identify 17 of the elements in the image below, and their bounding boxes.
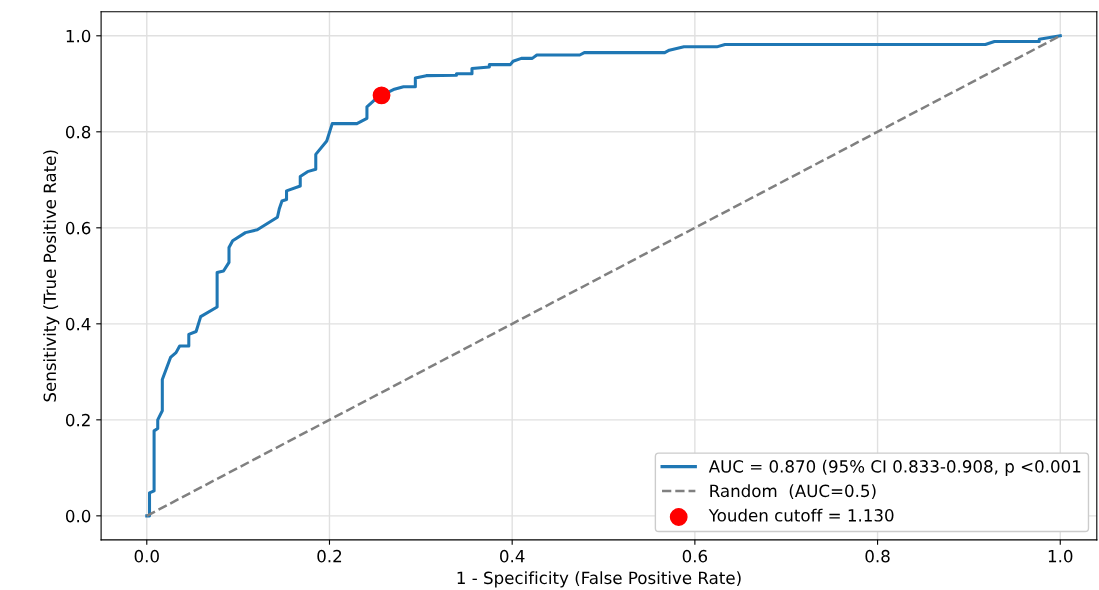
y-tick-label: 0.8 <box>65 125 91 139</box>
y-tick-label: 0.6 <box>65 221 91 235</box>
x-tick-label: 0.2 <box>317 549 342 563</box>
x-tick-label: 0.0 <box>134 549 159 563</box>
y-tick-label: 0.4 <box>65 317 91 331</box>
y-tick-label: 0.0 <box>65 509 91 523</box>
x-tick-label: 1.0 <box>1048 549 1073 563</box>
x-axis-title: 1 - Specificity (False Positive Rate) <box>457 571 741 588</box>
legend-label: Random (AUC=0.5) <box>710 484 876 500</box>
x-tick-label: 0.8 <box>865 549 890 563</box>
legend-label: AUC = 0.870 (95% CI 0.833-0.908, p <0.001 <box>708 459 1081 476</box>
y-axis-title: Sensitivity (True Positive Rate) <box>43 150 60 402</box>
x-tick-label: 0.6 <box>682 549 708 563</box>
y-tick-label: 0.2 <box>65 413 90 427</box>
y-tick-label: 1.0 <box>66 29 91 43</box>
x-tick-label: 0.4 <box>500 549 525 563</box>
legend-label: Youden cutoff = 1.130 <box>708 508 894 522</box>
